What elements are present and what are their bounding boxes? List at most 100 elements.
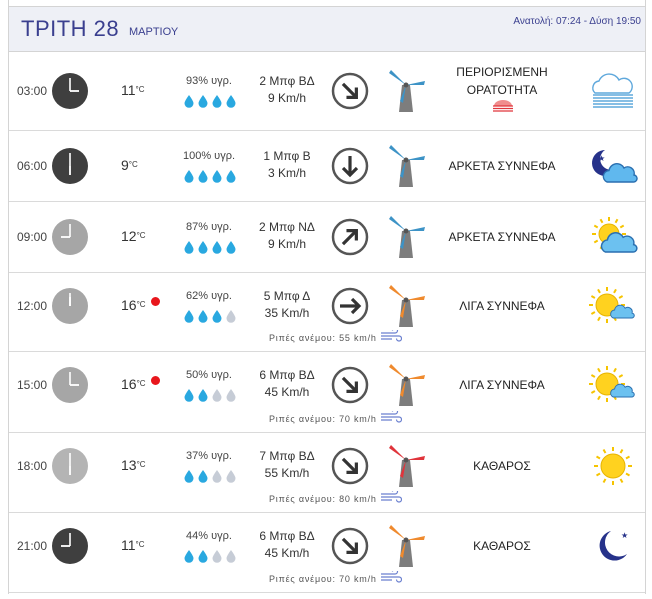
humidity-drop-icon xyxy=(211,549,223,568)
clock-icon xyxy=(51,218,89,256)
humidity-drop-icon xyxy=(197,169,209,188)
wind-info: 2 Μπφ ΒΔ 9 Km/h xyxy=(247,73,327,107)
temperature-unit: °C xyxy=(136,300,146,309)
alert-dot-icon xyxy=(150,376,160,385)
temperature-unit: °C xyxy=(135,540,145,549)
wind-gust-icon xyxy=(380,327,402,347)
alert-dot-icon xyxy=(150,297,160,306)
humidity-drop-icon xyxy=(183,169,195,188)
temperature-unit: °C xyxy=(128,159,138,169)
weather-condition: ΑΡΚΕΤΑ ΣΥΝΝΕΦΑ xyxy=(448,158,556,173)
temperature: 9 °C xyxy=(121,157,138,173)
temperature-unit: °C xyxy=(136,460,146,469)
clock-icon xyxy=(51,72,89,110)
temperature: 12 °C xyxy=(121,228,146,244)
windmill-icon xyxy=(387,284,425,328)
humidity-drops xyxy=(182,549,238,568)
forecast-time: 06:00 xyxy=(17,158,48,173)
wind-info: 2 Μπφ ΝΔ 9 Km/h xyxy=(247,219,327,253)
humidity-drop-icon xyxy=(183,549,195,568)
humidity-drops xyxy=(182,94,238,113)
weather-condition: ΛΙΓΑ ΣΥΝΝΕΦΑ xyxy=(459,378,545,392)
wind-gust-icon xyxy=(380,568,402,588)
sun-cloud-icon xyxy=(587,216,639,257)
humidity-drops xyxy=(182,309,238,328)
humidity-drop-icon xyxy=(197,309,209,328)
humidity-drop-icon xyxy=(197,240,209,259)
windmill-icon xyxy=(387,363,425,407)
forecast-row: 15:00 16 °C 50% υγρ. 6 Μπφ ΒΔ 45 Km/h Ριπ… xyxy=(9,351,645,433)
svg-text:★: ★ xyxy=(621,531,628,540)
wind-info: 7 Μπφ ΒΔ 55 Km/h xyxy=(247,448,327,482)
temperature-value: 11 xyxy=(121,537,136,553)
moon-cloud-icon: ★ xyxy=(587,146,639,186)
humidity-label: 37% υγρ. xyxy=(186,450,232,462)
clock-icon xyxy=(51,447,89,485)
humidity-drop-icon xyxy=(183,309,195,328)
humidity-drops xyxy=(182,240,238,259)
clock-icon xyxy=(51,527,89,565)
arrow-southeast-icon xyxy=(331,366,369,404)
sun-icon xyxy=(587,446,639,486)
humidity-drop-icon xyxy=(225,469,237,488)
forecast-row: 18:00 13 °C 37% υγρ. 7 Μπφ ΒΔ 55 Km/h Ριπ… xyxy=(9,432,645,513)
windmill-icon xyxy=(387,215,425,259)
arrow-southeast-icon xyxy=(331,447,369,485)
forecast-time: 18:00 xyxy=(17,459,48,473)
wind-info: 5 Μπφ Δ 35 Km/h xyxy=(247,288,327,322)
arrow-northeast-icon xyxy=(331,218,369,256)
windmill-icon xyxy=(387,444,425,488)
wind-gust: Ριπές ανέμου: 55 km/h xyxy=(269,327,402,347)
humidity-drop-icon xyxy=(225,240,237,259)
forecast-time: 03:00 xyxy=(17,83,48,98)
humidity-drops xyxy=(182,469,238,488)
wind-gust: Ριπές ανέμου: 70 km/h xyxy=(269,408,402,428)
wind-speed: 3 Km/h xyxy=(267,165,306,180)
windmill-icon xyxy=(387,144,425,188)
day-title: ΤΡΙΤΗ 28 xyxy=(21,16,120,41)
humidity-drop-icon xyxy=(197,469,209,488)
forecast-panel: ΤΡΙΤΗ 28 ΜΑΡΤΙΟΥ Ανατολή: 07:24 - Δύση 1… xyxy=(8,0,646,594)
humidity-label: 62% υγρ. xyxy=(186,290,232,302)
day-header: ΤΡΙΤΗ 28 ΜΑΡΤΙΟΥ Ανατολή: 07:24 - Δύση 1… xyxy=(9,6,645,52)
humidity-drop-icon xyxy=(183,469,195,488)
temperature-unit: °C xyxy=(136,230,146,240)
arrow-east-icon xyxy=(331,287,369,325)
humidity-drop-icon xyxy=(183,94,195,113)
wind-speed: 45 Km/h xyxy=(264,385,310,399)
svg-text:★: ★ xyxy=(598,154,605,163)
temperature-value: 16 xyxy=(121,376,137,392)
wind-info: 6 Μπφ ΒΔ 45 Km/h xyxy=(247,367,327,401)
wind-speed: 9 Km/h xyxy=(267,90,306,105)
forecast-row: 09:00 12 °C 87% υγρ. 2 Μπφ ΝΔ 9 Km/h ΑΡΚΕ… xyxy=(9,201,645,273)
wind-gust-icon xyxy=(380,408,402,428)
humidity-drop-icon xyxy=(211,240,223,259)
weather-condition: ΠΕΡΙΟΡΙΣΜΕΝΗ ΟΡΑΤΟΤΗΤΑ xyxy=(456,64,548,97)
wind-beaufort: 6 Μπφ ΒΔ xyxy=(259,368,315,382)
temperature-unit: °C xyxy=(135,84,145,94)
haze-warning-icon xyxy=(491,99,515,118)
fog-icon xyxy=(587,71,639,111)
humidity-drop-icon xyxy=(211,388,223,407)
forecast-row: 21:00 11 °C 44% υγρ. 6 Μπφ ΒΔ 45 Km/h Ριπ… xyxy=(9,512,645,593)
arrow-southeast-icon xyxy=(331,527,369,565)
forecast-time: 12:00 xyxy=(17,299,48,313)
wind-speed: 9 Km/h xyxy=(267,236,306,251)
wind-gust: Ριπές ανέμου: 80 km/h xyxy=(269,488,402,508)
temperature: 13 °C xyxy=(121,457,146,473)
wind-gust-text: Ριπές ανέμου: 70 km/h xyxy=(269,414,377,424)
forecast-row: 03:00 11 °C 93% υγρ. 2 Μπφ ΒΔ 9 Km/h ΠΕΡΙ… xyxy=(9,51,645,131)
weather-condition: ΑΡΚΕΤΑ ΣΥΝΝΕΦΑ xyxy=(448,229,556,244)
wind-speed: 35 Km/h xyxy=(264,306,310,320)
clock-icon xyxy=(51,147,89,185)
wind-beaufort: 2 Μπφ ΝΔ xyxy=(259,219,315,234)
windmill-icon xyxy=(387,69,425,113)
humidity-label: 93% υγρ. xyxy=(186,74,232,87)
forecast-time: 09:00 xyxy=(17,229,48,244)
sun-small-cloud-icon xyxy=(587,286,639,326)
arrow-southeast-icon xyxy=(331,72,369,110)
temperature: 11 °C xyxy=(121,82,145,98)
wind-speed: 45 Km/h xyxy=(264,546,310,560)
humidity-label: 87% υγρ. xyxy=(186,220,232,233)
temperature-value: 13 xyxy=(121,457,137,473)
